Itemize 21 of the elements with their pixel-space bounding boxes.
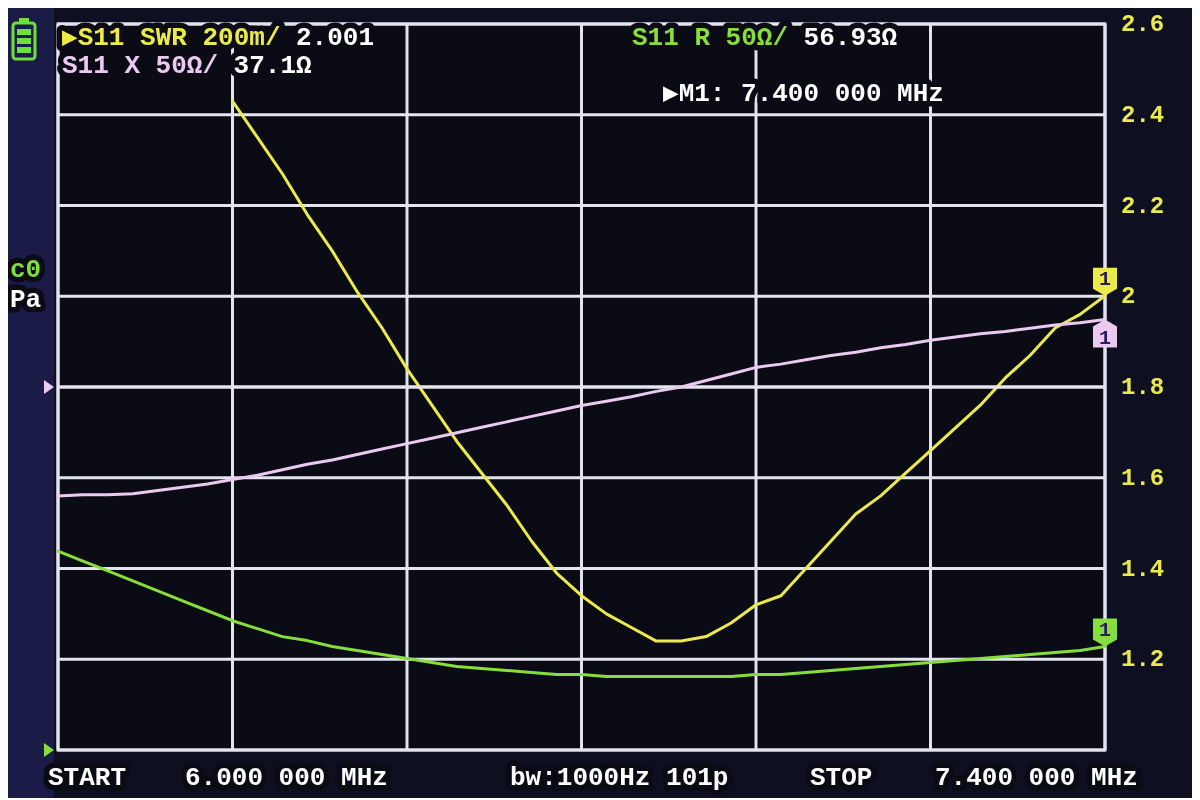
annotation: 1 <box>1098 326 1112 350</box>
y-tick-label: 1.4 <box>1121 555 1165 582</box>
y-tick-label: 2.6 <box>1121 10 1165 38</box>
text: Pa <box>10 285 42 315</box>
y-tick-label: 2.4 <box>1121 101 1165 129</box>
annotation: 2.001 <box>296 23 375 53</box>
text: bw:1000Hz 101p <box>510 763 729 793</box>
text: 7.400 000 MHz <box>935 763 1138 793</box>
y-tick-label: 2 <box>1121 282 1136 310</box>
y-tick-label: 1.6 <box>1121 464 1165 492</box>
text: c0 <box>10 255 42 285</box>
text: START <box>48 763 127 793</box>
y-tick-label: 2.2 <box>1121 192 1165 219</box>
y-tick-label: 1.2 <box>1121 645 1165 673</box>
y-tick-label: 1.8 <box>1121 373 1165 401</box>
annotation: 56.93Ω <box>803 23 898 53</box>
annotation: 1 <box>1098 267 1112 291</box>
annotation: 1 <box>1098 618 1112 642</box>
annotation: 37.1Ω <box>233 51 312 81</box>
text: 6.000 000 MHz <box>185 763 388 793</box>
text: STOP <box>810 763 873 793</box>
